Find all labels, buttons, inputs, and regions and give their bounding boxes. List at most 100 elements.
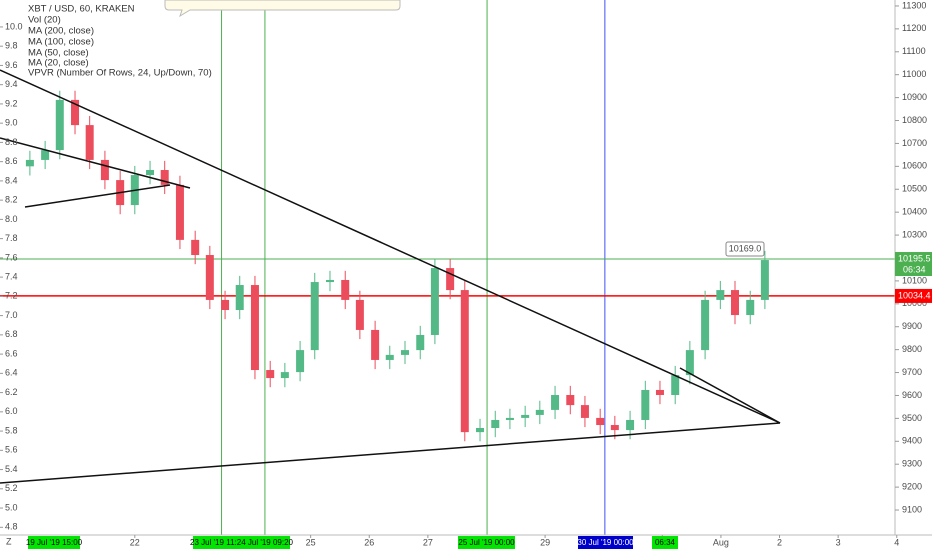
y2-tick-label: 5.8 [5, 425, 18, 435]
candle-body [580, 405, 589, 418]
y-tick-label: 11300 [902, 0, 926, 10]
y2-tick-label: 9.6 [5, 60, 18, 70]
x-tick-label: 22 [130, 537, 140, 547]
x-tick-label: 25 [306, 537, 316, 547]
y2-tick-label: 6.0 [5, 406, 18, 416]
candle-body [551, 395, 560, 410]
candle-body [730, 290, 739, 316]
y-tick-label: 9100 [902, 504, 922, 514]
time-highlight-label: 25 Jul '19 00:00 [458, 538, 515, 547]
price-callout-label: 10169.0 [729, 243, 762, 253]
legend-line: XBT / USD, 60, KRAKEN [28, 4, 135, 15]
time-highlight-box [28, 536, 80, 549]
candle-body [296, 350, 305, 373]
y-tick-label: 9300 [902, 459, 922, 469]
candle-body [250, 285, 259, 371]
y-tick-label: 10600 [902, 161, 927, 171]
y-tick-label: 10400 [902, 207, 927, 217]
candle-body [401, 350, 410, 355]
y-tick-label: 9800 [902, 344, 922, 354]
candle-body [446, 268, 455, 291]
trend-line [0, 137, 191, 189]
trend-line [24, 184, 171, 208]
y2-tick-label: 6.6 [5, 348, 18, 358]
y2-tick-label: 8.4 [5, 175, 18, 185]
candle-body [491, 419, 500, 428]
candle-body [716, 290, 725, 300]
time-highlight-box [578, 536, 633, 549]
candle-body [160, 170, 169, 185]
candle-body [191, 239, 200, 256]
legend-line: MA (200, close) [28, 26, 94, 37]
x-tick-label: 2 [777, 537, 782, 547]
x-tick-label: Aug [713, 537, 729, 547]
candle-body [596, 417, 605, 426]
candle-body [746, 299, 755, 316]
y2-tick-label: 8.8 [5, 137, 18, 147]
plot-area [0, 0, 895, 535]
y2-tick-label: 9.0 [5, 118, 18, 128]
y2-tick-label: 6.2 [5, 387, 18, 397]
candle-body [476, 428, 485, 433]
candle-body [430, 268, 439, 335]
y-tick-label: 9500 [902, 413, 922, 423]
legend-line: MA (20, close) [28, 58, 89, 69]
y-tick-label: 9400 [902, 436, 922, 446]
time-highlight-box [652, 536, 678, 549]
candle-body [25, 159, 34, 167]
trend-line [0, 422, 781, 484]
candle-body [175, 184, 184, 240]
candle-body [385, 354, 394, 360]
y2-tick-label: 8.2 [5, 195, 18, 205]
y2-tick-label: 9.4 [5, 79, 18, 89]
time-highlight-label: 30 Jul '19 00:00 [577, 538, 634, 547]
candle-body [505, 417, 514, 420]
y2-tick-label: 5.4 [5, 464, 18, 474]
x-tick-label: 26 [364, 537, 374, 547]
y-tick-label: 9700 [902, 367, 922, 377]
y2-tick-label: 7.4 [5, 271, 18, 281]
x-tick-label: 3 [836, 537, 841, 547]
y-tick-label: 9600 [902, 390, 922, 400]
time-highlight-label: 19 Jul '19 15:00 [26, 538, 83, 547]
y2-tick-label: 4.8 [5, 522, 18, 532]
time-highlight-box [458, 536, 515, 549]
candle-body [460, 290, 469, 433]
candle-body [280, 372, 289, 379]
y-tick-label: 11200 [902, 23, 926, 33]
candle-body [55, 99, 64, 151]
price-label: 10034.4 [898, 290, 931, 300]
candle-body [610, 425, 619, 431]
candle-body [566, 395, 575, 406]
x-tick-label: 29 [540, 537, 550, 547]
candle-body [235, 285, 244, 311]
candle-body [146, 170, 155, 176]
legend: XBT / USD, 60, KRAKEN Vol (20) MA (200, … [28, 4, 212, 79]
legend-line: MA (50, close) [28, 48, 89, 59]
candle-body [760, 260, 769, 300]
candle-body [71, 99, 80, 126]
note-callout [164, 0, 401, 18]
candle-body [626, 419, 635, 431]
y2-tick-label: 9.2 [5, 98, 18, 108]
y2-tick-label: 7.0 [5, 310, 18, 320]
y2-tick-label: 8.0 [5, 214, 18, 224]
price-label-box [895, 288, 932, 303]
x-tick-label: 27 [423, 537, 433, 547]
price-label-box [895, 252, 932, 277]
y-tick-label: 9200 [902, 481, 922, 491]
y2-tick-label: 5.0 [5, 502, 18, 512]
y2-tick-label: 9.8 [5, 41, 18, 51]
price-callout [725, 241, 765, 257]
corner-label: Z [6, 536, 12, 546]
candle-body [521, 414, 530, 418]
candle-body [641, 389, 650, 420]
y2-tick-label: 6.4 [5, 368, 18, 378]
candle-body [100, 159, 109, 181]
candle-body [671, 375, 680, 396]
candle-body [266, 370, 275, 379]
y-tick-label: 11100 [902, 46, 926, 56]
